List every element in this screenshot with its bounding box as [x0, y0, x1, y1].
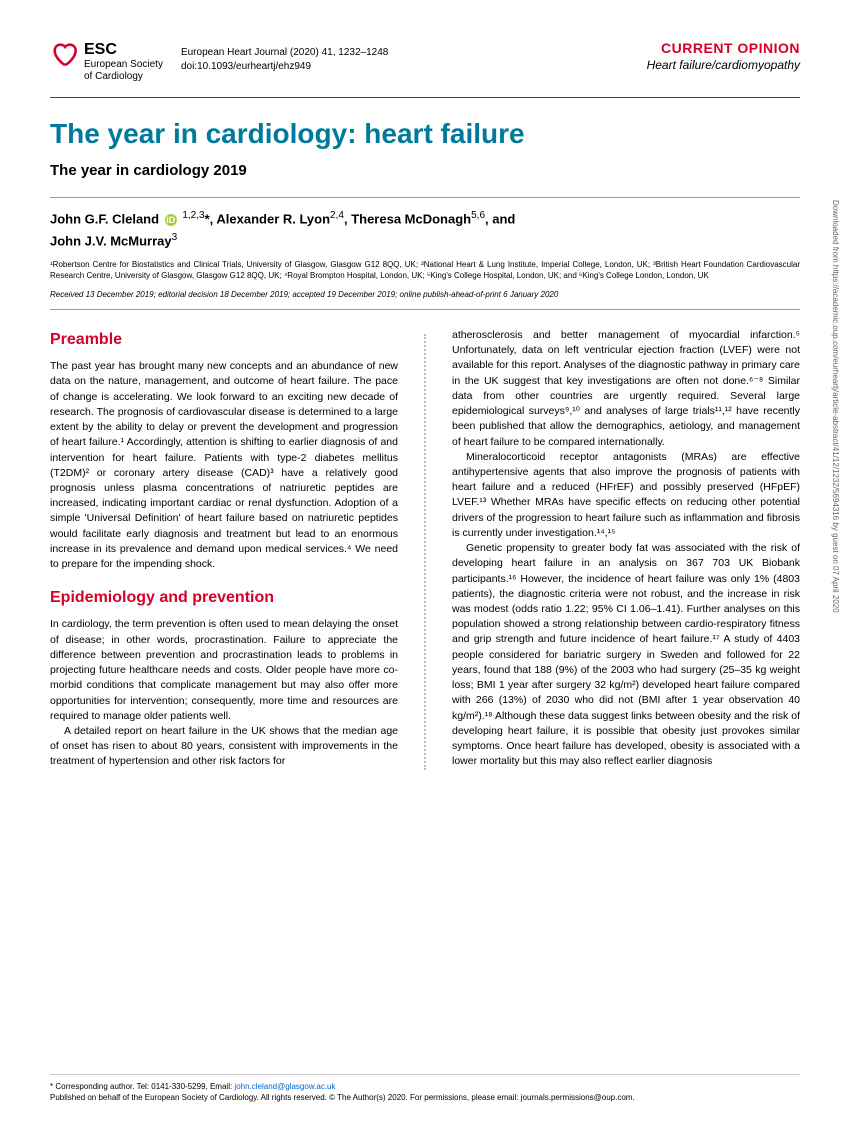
column-right: atherosclerosis and better management of…: [452, 328, 800, 770]
epi-p1: In cardiology, the term prevention is of…: [50, 617, 398, 724]
epi-heading: Epidemiology and prevention: [50, 586, 398, 609]
divider-gray-top: [50, 197, 800, 198]
journal-info: European Heart Journal (2020) 41, 1232–1…: [181, 40, 388, 74]
col2-p3: Genetic propensity to greater body fat w…: [452, 541, 800, 769]
preamble-p1: The past year has brought many new conce…: [50, 359, 398, 572]
page-header: ESC European Society of Cardiology Europ…: [50, 40, 800, 93]
corr-email[interactable]: john.cleland@glasgow.ac.uk: [234, 1082, 335, 1091]
epi-p2: A detailed report on heart failure in th…: [50, 724, 398, 770]
author-2-aff: 2,4: [330, 210, 344, 221]
header-right: CURRENT OPINION Heart failure/cardiomyop…: [647, 40, 800, 72]
author-3: Theresa McDonagh: [351, 212, 471, 227]
download-notice: Downloaded from https://academic.oup.com…: [831, 200, 840, 613]
corr-mark: *: [205, 212, 210, 227]
divider-gray-bottom: [50, 309, 800, 310]
logo-abbr: ESC: [84, 40, 163, 59]
col2-p2: Mineralocorticoid receptor antagonists (…: [452, 450, 800, 541]
page-footer: * Corresponding author. Tel: 0141-330-52…: [50, 1074, 800, 1103]
journal-citation: European Heart Journal (2020) 41, 1232–1…: [181, 46, 388, 60]
article-dates: Received 13 December 2019; editorial dec…: [50, 290, 800, 299]
logo-line2: of Cardiology: [84, 71, 143, 82]
orcid-icon: iD: [165, 214, 177, 226]
corr-text: * Corresponding author. Tel: 0141-330-52…: [50, 1082, 234, 1091]
author-2: Alexander R. Lyon: [216, 212, 330, 227]
col2-p1: atherosclerosis and better management of…: [452, 328, 800, 450]
author-4-aff: 3: [172, 232, 178, 243]
article-title: The year in cardiology: heart failure: [50, 118, 800, 150]
and-sep: , and: [485, 212, 515, 227]
author-4: John J.V. McMurray: [50, 234, 172, 249]
subject: Heart failure/cardiomyopathy: [647, 58, 800, 72]
section-label: CURRENT OPINION: [647, 40, 800, 56]
logo-line1: European Society: [84, 59, 163, 70]
author-1: John G.F. Cleland: [50, 212, 159, 227]
doi: doi:10.1093/eurheartj/ehz949: [181, 60, 388, 74]
divider-red: [50, 97, 800, 98]
esc-logo: ESC European Society of Cardiology: [50, 40, 163, 83]
article-subtitle: The year in cardiology 2019: [50, 162, 800, 179]
column-separator: [424, 334, 426, 770]
body-columns: Preamble The past year has brought many …: [50, 328, 800, 770]
logo-text: ESC European Society of Cardiology: [84, 40, 163, 83]
column-left: Preamble The past year has brought many …: [50, 328, 398, 770]
heart-icon: [50, 40, 78, 71]
copyright: Published on behalf of the European Soci…: [50, 1092, 800, 1103]
author-1-aff: 1,2,3: [182, 210, 204, 221]
preamble-heading: Preamble: [50, 328, 398, 351]
corresponding-author: * Corresponding author. Tel: 0141-330-52…: [50, 1081, 800, 1092]
author-3-aff: 5,6: [471, 210, 485, 221]
authors: John G.F. Cleland iD 1,2,3*, Alexander R…: [50, 208, 800, 252]
header-left: ESC European Society of Cardiology Europ…: [50, 40, 388, 83]
affiliations: ¹Robertson Centre for Biostatistics and …: [50, 260, 800, 282]
